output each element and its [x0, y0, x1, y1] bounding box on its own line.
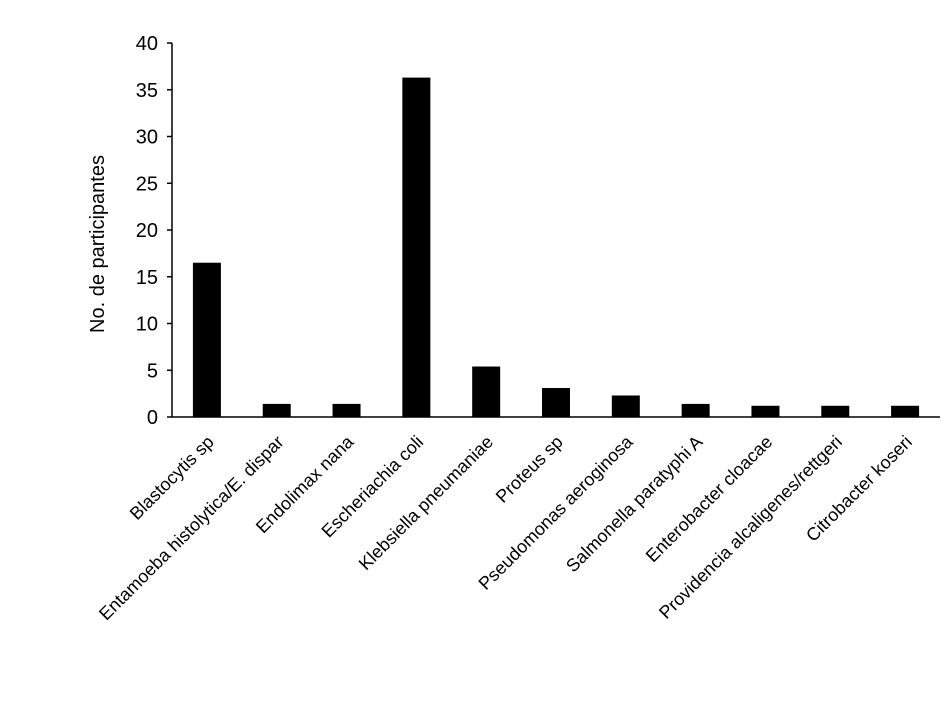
x-category-label: Enterobacter cloacae — [642, 432, 776, 566]
x-category-label: Klebsiella pneumaniae — [355, 432, 497, 574]
bar — [262, 403, 291, 417]
bar — [821, 405, 850, 417]
bar — [402, 77, 431, 417]
y-tick-label: 0 — [147, 407, 158, 429]
y-tick-label: 40 — [136, 33, 158, 55]
y-tick-label: 30 — [136, 127, 158, 149]
bar — [542, 388, 570, 417]
bar — [891, 405, 920, 417]
y-tick-label: 10 — [136, 314, 158, 336]
y-tick-label: 15 — [136, 267, 158, 289]
bar — [751, 405, 780, 417]
bar — [332, 403, 361, 417]
bar — [611, 395, 640, 417]
y-axis: 0 5 10 15 20 25 30 35 40 — [136, 33, 173, 429]
bar — [681, 403, 710, 417]
y-tick-label: 25 — [136, 173, 158, 195]
bar — [472, 366, 501, 417]
y-tick-label: 35 — [136, 80, 158, 102]
bars — [192, 77, 920, 417]
x-category-label: Salmonella paratyphi A — [562, 432, 706, 576]
bar — [192, 262, 221, 417]
y-axis-title: No. de participantes — [87, 155, 109, 333]
y-tick-label: 5 — [147, 360, 158, 382]
x-category-label: Proteus sp — [492, 432, 567, 507]
y-tick-label: 20 — [136, 220, 158, 242]
